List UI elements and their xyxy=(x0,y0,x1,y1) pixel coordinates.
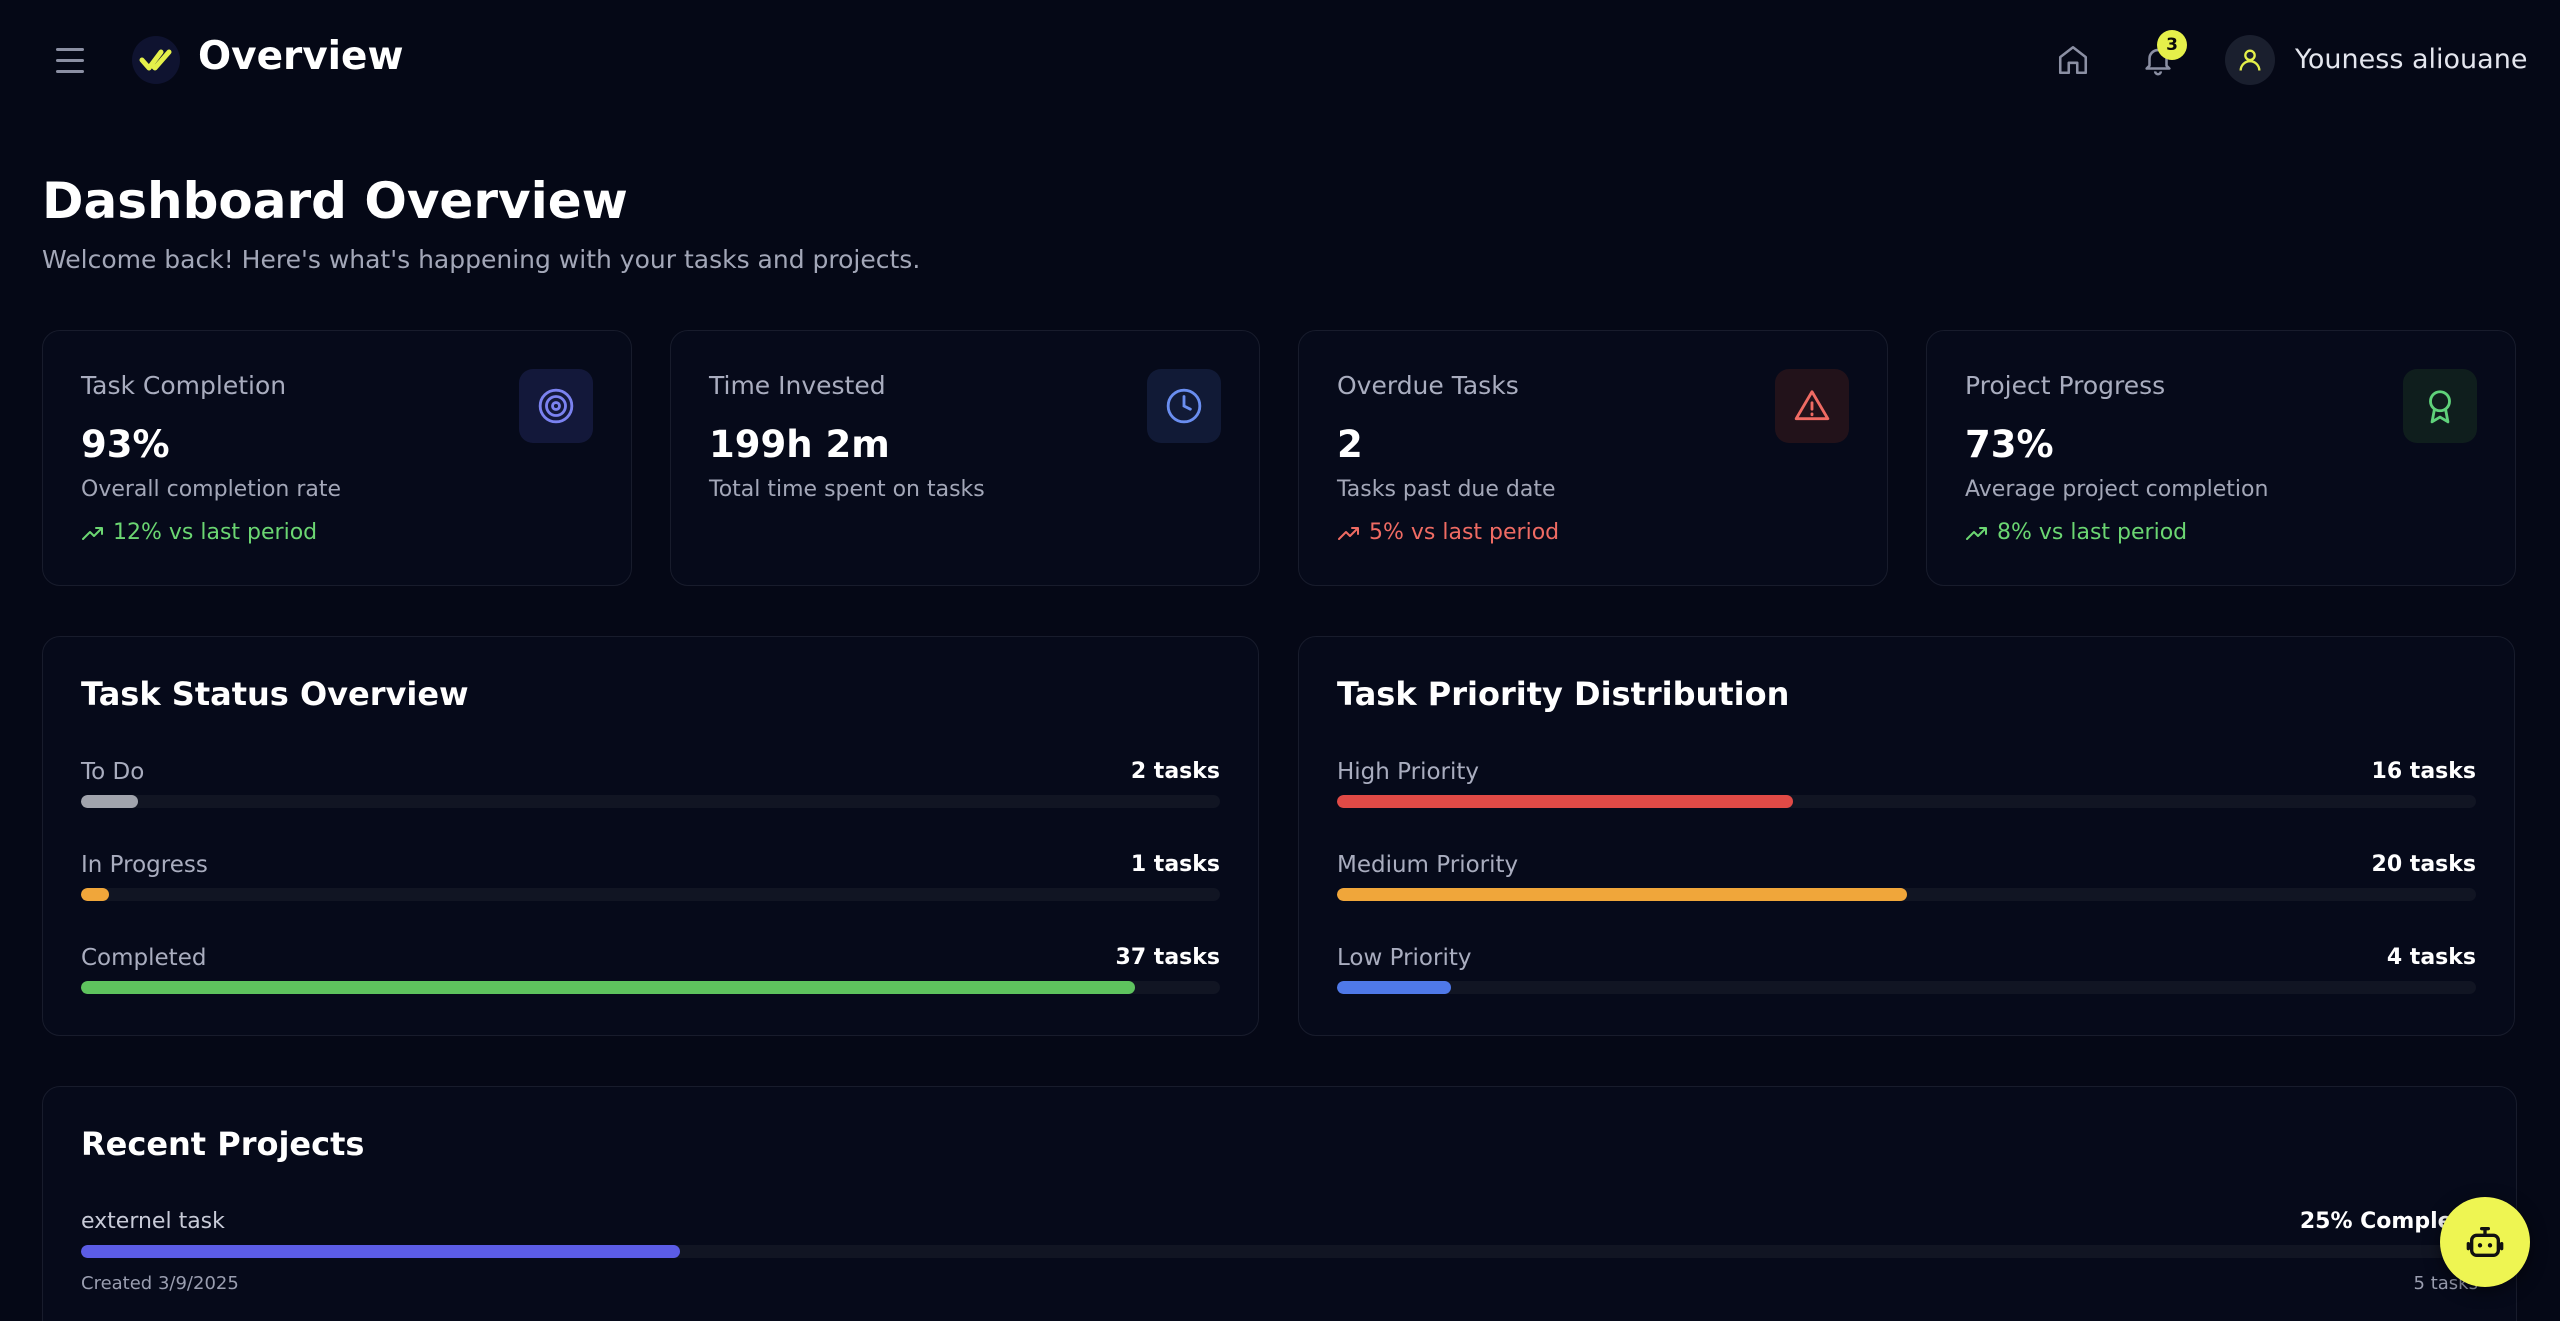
priority-row-low: Low Priority 4 tasks xyxy=(1337,945,2476,1005)
panel-title: Recent Projects xyxy=(81,1125,365,1163)
avatar[interactable] xyxy=(2225,35,2275,85)
progress-track xyxy=(1337,981,2476,994)
progress-fill xyxy=(81,1245,681,1258)
progress-track xyxy=(1337,795,2476,808)
stat-label: Project Progress xyxy=(1965,371,2166,400)
page-subtitle: Welcome back! Here's what's happening wi… xyxy=(42,245,921,274)
bar-label: In Progress xyxy=(81,852,208,878)
stat-value: 93% xyxy=(81,423,170,466)
stat-icon-box xyxy=(519,369,593,443)
progress-fill xyxy=(1337,981,1451,994)
target-icon xyxy=(538,388,574,424)
project-item[interactable]: externel task 25% Complete Created 3/9/2… xyxy=(81,1209,2478,1309)
bar-count: 16 tasks xyxy=(2371,759,2476,784)
top-bar: Overview 3 Youness aliouane xyxy=(0,0,2560,120)
app-title: Overview xyxy=(198,34,404,79)
stat-value: 2 xyxy=(1337,423,1363,466)
recent-projects-panel: Recent Projects externel task 25% Comple… xyxy=(42,1086,2517,1321)
progress-fill xyxy=(81,795,138,808)
stat-trend: 8% vs last period xyxy=(1965,520,2187,545)
stat-value: 199h 2m xyxy=(709,423,890,466)
trending-up-icon xyxy=(1338,526,1359,540)
task-priority-panel: Task Priority Distribution High Priority… xyxy=(1298,636,2515,1036)
assistant-bot-button[interactable] xyxy=(2440,1197,2530,1287)
bar-label: Medium Priority xyxy=(1337,852,1519,878)
clock-icon xyxy=(1166,388,1202,424)
username[interactable]: Youness aliouane xyxy=(2295,44,2528,75)
panel-title: Task Priority Distribution xyxy=(1337,675,1790,713)
bar-count: 2 tasks xyxy=(1130,759,1220,784)
stat-description: Average project completion xyxy=(1965,477,2269,502)
app-logo xyxy=(132,36,180,84)
progress-track xyxy=(81,1245,2478,1258)
progress-track xyxy=(81,795,1220,808)
stat-icon-box xyxy=(1147,369,1221,443)
bar-label: High Priority xyxy=(1337,759,1480,785)
bar-count: 1 tasks xyxy=(1130,852,1220,877)
bar-count: 20 tasks xyxy=(2371,852,2476,877)
priority-row-medium: Medium Priority 20 tasks xyxy=(1337,852,2476,912)
notification-badge: 3 xyxy=(2157,30,2187,60)
bar-count: 37 tasks xyxy=(1115,945,1220,970)
trending-up-icon xyxy=(1966,526,1987,540)
stat-label: Task Completion xyxy=(81,371,287,400)
stat-trend-text: 12% vs last period xyxy=(113,520,318,545)
progress-fill xyxy=(81,981,1135,994)
user-icon xyxy=(2239,49,2261,71)
bar-label: Low Priority xyxy=(1337,945,1472,971)
project-created-date: Created 3/9/2025 xyxy=(81,1273,239,1294)
progress-track xyxy=(81,981,1220,994)
progress-fill xyxy=(1337,795,1793,808)
progress-track xyxy=(81,888,1220,901)
alert-triangle-icon xyxy=(1794,390,1830,421)
stat-trend-text: 8% vs last period xyxy=(1997,520,2188,545)
progress-track xyxy=(1337,888,2476,901)
bar-label: To Do xyxy=(81,759,145,785)
home-button[interactable] xyxy=(2051,38,2095,82)
home-icon xyxy=(2058,45,2088,75)
stat-trend: 5% vs last period xyxy=(1337,520,1559,545)
stat-card-task-completion: Task Completion 93% Overall completion r… xyxy=(42,330,632,586)
stat-label: Overdue Tasks xyxy=(1337,371,1519,400)
award-icon xyxy=(2429,390,2451,424)
checkmark-logo-icon xyxy=(139,49,172,71)
trending-up-icon xyxy=(82,526,103,540)
stat-icon-box xyxy=(1775,369,1849,443)
stat-card-overdue-tasks: Overdue Tasks 2 Tasks past due date 5% v… xyxy=(1298,330,1888,586)
bot-icon xyxy=(2466,1227,2504,1257)
stat-value: 73% xyxy=(1965,423,2054,466)
page-title: Dashboard Overview xyxy=(42,172,628,230)
stat-description: Overall completion rate xyxy=(81,477,342,502)
stat-trend: 12% vs last period xyxy=(81,520,317,545)
progress-fill xyxy=(1337,888,1907,901)
project-name[interactable]: externel task xyxy=(81,1209,225,1234)
stat-description: Total time spent on tasks xyxy=(709,477,985,502)
progress-fill xyxy=(81,888,110,901)
stat-icon-box xyxy=(2403,369,2477,443)
bar-label: Completed xyxy=(81,945,207,971)
stat-card-project-progress: Project Progress 73% Average project com… xyxy=(1926,330,2516,586)
status-row-todo: To Do 2 tasks xyxy=(81,759,1220,819)
stat-card-time-invested: Time Invested 199h 2m Total time spent o… xyxy=(670,330,1260,586)
hamburger-icon xyxy=(56,47,84,51)
stat-description: Tasks past due date xyxy=(1337,477,1556,502)
bar-count: 4 tasks xyxy=(2386,945,2476,970)
priority-row-high: High Priority 16 tasks xyxy=(1337,759,2476,819)
status-row-in-progress: In Progress 1 tasks xyxy=(81,852,1220,912)
task-status-panel: Task Status Overview To Do 2 tasks In Pr… xyxy=(42,636,1259,1036)
panel-title: Task Status Overview xyxy=(81,675,469,713)
stat-label: Time Invested xyxy=(709,371,886,400)
stat-trend-text: 5% vs last period xyxy=(1369,520,1560,545)
menu-button[interactable] xyxy=(56,42,92,78)
status-row-completed: Completed 37 tasks xyxy=(81,945,1220,1005)
